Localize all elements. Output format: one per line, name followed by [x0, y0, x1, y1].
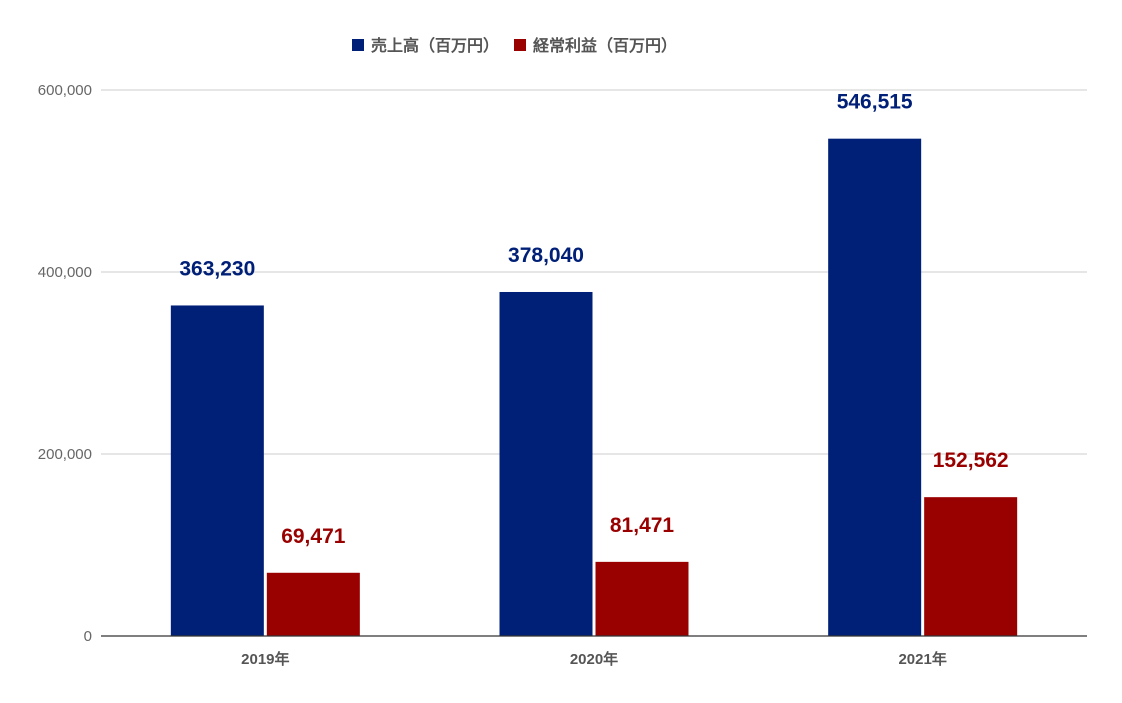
y-axis-labels: 0 200,000 400,000 600,000 [38, 82, 92, 645]
data-label-ordinary-profit-0: 69,471 [281, 525, 346, 548]
data-label-ordinary-profit-2: 152,562 [933, 449, 1009, 472]
y-tick-label: 400,000 [38, 264, 92, 281]
y-tick-label: 0 [84, 628, 92, 645]
bar-sales-0 [170, 305, 264, 636]
gridlines [101, 89, 1087, 455]
data-label-sales-0: 363,230 [179, 257, 255, 280]
data-label-sales-1: 378,040 [508, 244, 584, 267]
bar-sales-2 [828, 138, 922, 636]
legend-swatch-ordinary-profit [514, 39, 526, 51]
bar-ordinary-profit-2 [924, 497, 1018, 636]
data-label-sales-2: 546,515 [837, 91, 913, 114]
bar-sales-1 [499, 291, 593, 636]
bars [170, 138, 1018, 636]
y-tick-label: 600,000 [38, 82, 92, 99]
legend: 売上高（百万円） 経常利益（百万円） [352, 36, 677, 55]
bar-ordinary-profit-1 [595, 561, 689, 636]
x-tick-label: 2020年 [570, 650, 618, 668]
legend-swatch-sales [352, 39, 364, 51]
data-label-ordinary-profit-1: 81,471 [610, 514, 675, 537]
legend-label-ordinary-profit: 経常利益（百万円） [533, 36, 677, 55]
y-tick-label: 200,000 [38, 446, 92, 463]
data-labels: 363,230 69,471 378,040 81,471 546,515 152,562 [179, 91, 1008, 548]
x-tick-label: 2021年 [898, 650, 946, 668]
x-tick-label: 2019年 [241, 650, 289, 668]
legend-label-sales: 売上高（百万円） [371, 36, 499, 55]
bar-ordinary-profit-0 [266, 572, 360, 636]
x-axis-labels: 2019年 2020年 2021年 [241, 650, 947, 668]
